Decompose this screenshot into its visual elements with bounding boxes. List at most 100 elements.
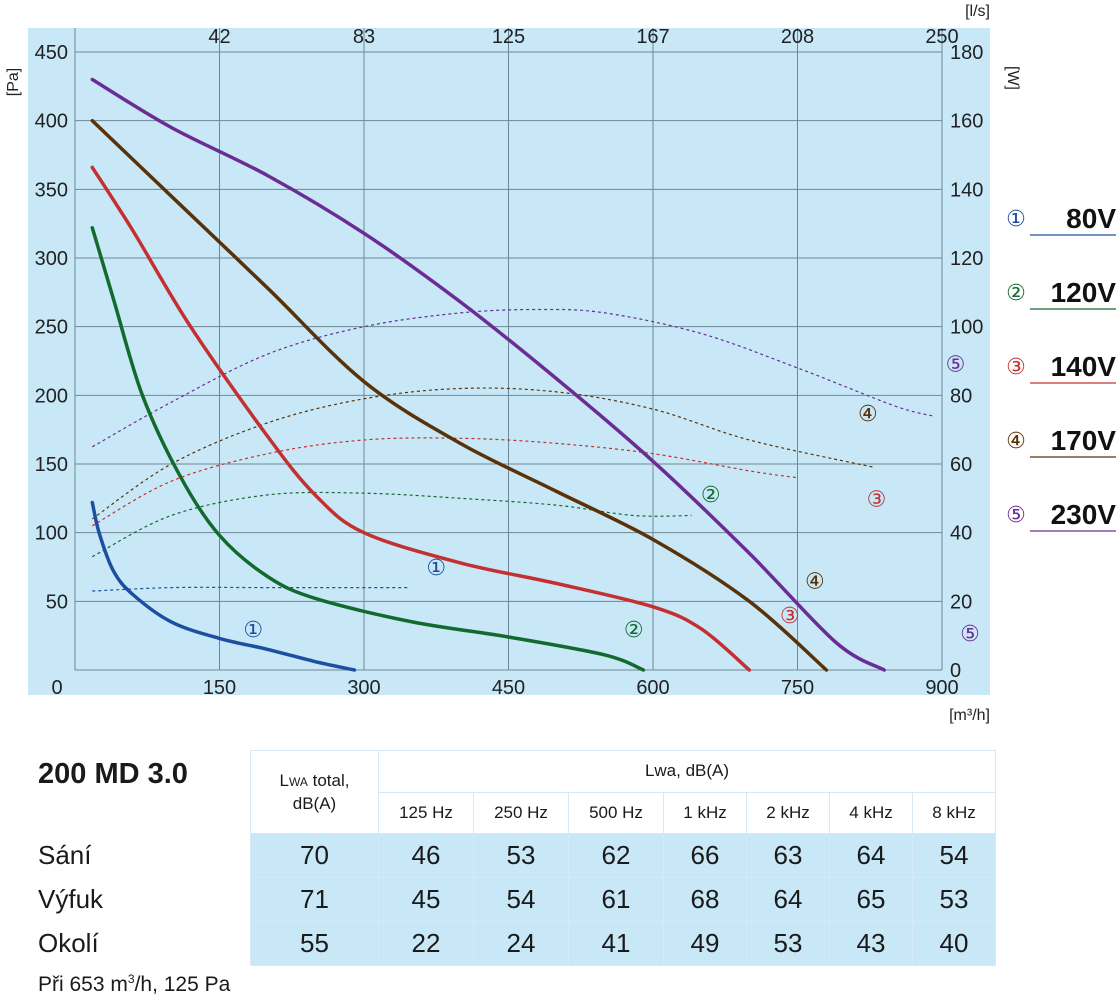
table-cell: 65	[829, 877, 913, 922]
legend-marker: ②	[1006, 281, 1026, 306]
x-tick-label: 900	[925, 677, 958, 699]
table-cell: 62	[568, 833, 664, 878]
x-tick-label: 150	[203, 677, 236, 699]
table-cell: 53	[473, 833, 569, 878]
y2-tick-label: 0	[950, 660, 961, 682]
table-cell: 22	[378, 921, 474, 966]
legend-marker: ④	[1006, 429, 1026, 454]
x-tick-label: 450	[492, 677, 525, 699]
x2-tick-label: 167	[636, 26, 669, 48]
x-axis-unit: [m³/h]	[949, 707, 990, 724]
table-cell: 63	[746, 833, 830, 878]
y2-tick-label: 40	[950, 523, 972, 545]
noise-table: LWA total, dB(A) Lwa, dB(A) 125 Hz 250 Hz 5…	[250, 750, 996, 966]
table-header-row: LWA total, dB(A) Lwa, dB(A)	[250, 750, 996, 834]
model-title: 200 MD 3.0	[38, 758, 188, 790]
table-cell: 54	[912, 833, 996, 878]
y-tick-label: 350	[35, 179, 68, 201]
table-cell: 53	[912, 877, 996, 922]
legend-item: ③ 140V	[1006, 351, 1117, 384]
x-tick-label: 750	[781, 677, 814, 699]
table-cell: 66	[663, 833, 747, 878]
power-curve-3	[92, 437, 798, 527]
table-row: 55 22 24 41 49 53 43 40	[250, 921, 996, 966]
x-tick-label: 0	[51, 677, 62, 699]
y-axis-unit: [Pa]	[5, 68, 22, 96]
legend-label: 140V	[1051, 351, 1117, 382]
pressure-curve-3	[90, 165, 752, 672]
table-cell: 70	[250, 833, 379, 878]
table-cell: 54	[473, 877, 569, 922]
y2-tick-label: 180	[950, 42, 983, 64]
power-curve-2	[92, 491, 692, 558]
band-header-cell: 125 Hz	[378, 791, 474, 834]
power-curve-1	[92, 586, 408, 592]
y2-tick-label: 160	[950, 111, 983, 133]
legend-marker: ③	[1006, 355, 1026, 380]
pressure-curve-2	[90, 226, 646, 672]
legend-label: 120V	[1051, 277, 1117, 308]
curve-label: ④	[858, 402, 878, 427]
curve-label: ⑤	[960, 622, 980, 647]
total-header: LWA total, dB(A)	[250, 750, 379, 834]
band-header-cell: 500 Hz	[568, 791, 664, 834]
table-cell: 61	[568, 877, 664, 922]
row-label: Výfuk	[38, 884, 104, 914]
y-tick-label: 100	[35, 523, 68, 545]
y-tick-label: 300	[35, 248, 68, 270]
table-cell: 49	[663, 921, 747, 966]
power-curves	[91, 308, 933, 592]
legend-marker: ①	[1006, 207, 1026, 232]
band-header-cell: 4 kHz	[829, 791, 913, 834]
power-curve-4	[91, 387, 875, 520]
curve-label: ⑤	[946, 353, 966, 378]
band-header-cell: 1 kHz	[663, 791, 747, 834]
table-cell: 40	[912, 921, 996, 966]
table-cell: 71	[250, 877, 379, 922]
operating-point-note: Při 653 m3/h, 125 Pa	[38, 972, 231, 996]
curve-label: ④	[805, 570, 825, 595]
y-tick-label: 200	[35, 385, 68, 407]
x2-tick-label: 250	[925, 26, 958, 48]
table-cell: 41	[568, 921, 664, 966]
y2-tick-label: 100	[950, 317, 983, 339]
legend-item: ② 120V	[1006, 277, 1117, 310]
x2-tick-label: 42	[208, 26, 230, 48]
y2-tick-label: 20	[950, 591, 972, 613]
x2-tick-label: 208	[781, 26, 814, 48]
legend-label: 230V	[1051, 499, 1117, 530]
table-row: 70 46 53 62 66 63 64 54	[250, 833, 996, 878]
curve-label: ③	[867, 487, 887, 512]
y2-tick-label: 60	[950, 454, 972, 476]
table-cell: 24	[473, 921, 569, 966]
x2-tick-label: 125	[492, 26, 525, 48]
y-tick-label: 50	[46, 591, 68, 613]
x-tick-label: 600	[636, 677, 669, 699]
table-cell: 46	[378, 833, 474, 878]
legend: ① 80V ② 120V ③ 140V ④ 170V ⑤ 230V	[1006, 203, 1117, 532]
row-label: Okolí	[38, 928, 99, 958]
band-header-cell: 250 Hz	[473, 791, 569, 834]
curve-label: ①	[243, 618, 263, 643]
curve-label: ①	[426, 556, 446, 581]
y-tick-label: 400	[35, 111, 68, 133]
row-label: Sání	[38, 840, 92, 870]
table-cell: 55	[250, 921, 379, 966]
legend-marker: ⑤	[1006, 503, 1026, 528]
table-body: 70 46 53 62 66 63 64 54 71 45 54 61 68 64 65 53 55 22 24 41…	[250, 833, 996, 966]
legend-item: ① 80V	[1006, 203, 1116, 236]
grid	[74, 28, 943, 671]
table-row: 71 45 54 61 68 64 65 53	[250, 877, 996, 922]
pressure-curves	[90, 77, 886, 672]
x2-tick-label: 83	[353, 26, 375, 48]
band-header: Lwa, dB(A)	[378, 750, 996, 793]
table-cell: 64	[746, 877, 830, 922]
legend-label: 80V	[1066, 203, 1116, 234]
y2-tick-label: 120	[950, 248, 983, 270]
y2-tick-label: 80	[950, 385, 972, 407]
curve-label: ③	[780, 604, 800, 629]
table-cell: 64	[829, 833, 913, 878]
table-cell: 45	[378, 877, 474, 922]
